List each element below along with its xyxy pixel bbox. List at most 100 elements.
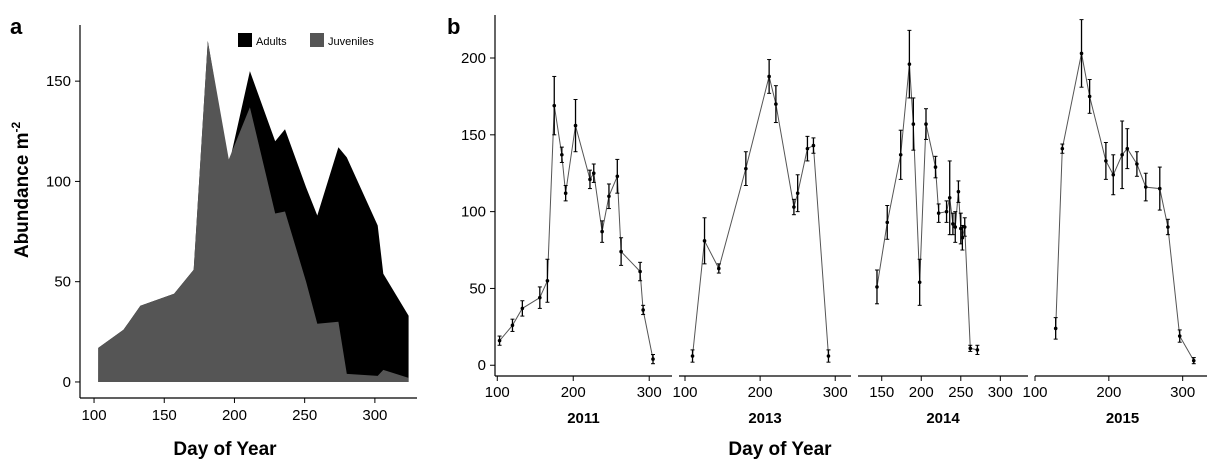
data-point xyxy=(956,189,961,194)
facet-x-tick-label: 100 xyxy=(1022,384,1047,401)
data-point xyxy=(497,338,502,343)
data-point xyxy=(958,226,963,231)
panel-a-x-tick-label: 250 xyxy=(292,407,317,424)
data-point xyxy=(1111,172,1116,177)
data-point xyxy=(885,220,890,225)
data-point xyxy=(953,225,958,229)
facet-label-2013: 2013 xyxy=(748,410,781,427)
panel-b-y-tick-label: 150 xyxy=(461,127,486,144)
data-point xyxy=(968,346,973,351)
panel-a-y-tick-label: 150 xyxy=(46,73,71,90)
data-point xyxy=(933,165,938,169)
panel-b-y-axis: 0 50 100 150 200 xyxy=(461,15,496,376)
data-point xyxy=(1104,159,1108,163)
panel-b-facets: 100 200 300 2011 100 200 300 2013 150 200 250 300 20… xyxy=(485,19,1207,427)
data-point xyxy=(1120,152,1124,157)
panel-a-axes: 0 50 100 150 100 150 200 250 300 xyxy=(46,25,417,424)
facet-label-2011: 2011 xyxy=(567,410,600,427)
data-point xyxy=(510,323,515,328)
facet-2011: 100 200 300 2011 xyxy=(485,75,672,427)
data-point xyxy=(1053,326,1058,331)
data-point xyxy=(898,152,903,157)
data-point xyxy=(538,295,542,300)
series-line-2011 xyxy=(499,105,654,360)
data-point xyxy=(792,205,796,209)
data-point xyxy=(805,146,810,151)
data-point xyxy=(615,174,620,179)
panel-a-x-tick-label: 300 xyxy=(362,407,387,424)
data-point xyxy=(1143,185,1148,189)
data-point xyxy=(811,143,816,148)
data-point xyxy=(975,348,980,352)
panel-b-y-tick-label: 50 xyxy=(469,280,486,297)
data-point xyxy=(944,209,949,214)
facet-label-2014: 2014 xyxy=(926,410,960,427)
panel-a-y-axis-label: Abundance m-2 xyxy=(9,122,33,259)
facet-x-tick-label: 300 xyxy=(988,384,1013,401)
panel-a-area-chart: 0 50 100 150 100 150 200 250 300 Adults Juveniles… xyxy=(9,25,417,460)
facet-x-tick-label: 250 xyxy=(948,384,973,401)
data-point xyxy=(1087,94,1092,99)
panel-b-x-axis-label: Day of Year xyxy=(728,439,832,460)
panel-a-y-tick-label: 50 xyxy=(54,274,71,291)
panel-a-x-axis-label: Day of Year xyxy=(173,439,277,460)
facet-x-tick-label: 150 xyxy=(869,384,894,401)
data-point xyxy=(1177,334,1182,338)
data-point xyxy=(619,249,623,254)
data-point xyxy=(960,235,965,240)
data-point xyxy=(1166,225,1170,229)
data-point xyxy=(826,354,831,358)
data-point xyxy=(1079,51,1084,56)
data-point xyxy=(907,62,912,66)
legend-label-juveniles: Juveniles xyxy=(328,36,374,48)
legend-swatch-adults xyxy=(238,33,252,47)
facet-x-tick-label: 200 xyxy=(1096,384,1121,401)
panel-a-x-tick-label: 150 xyxy=(152,407,177,424)
panel-a-x-tick-label: 100 xyxy=(82,407,107,424)
series-line-2014 xyxy=(876,64,978,351)
data-point xyxy=(545,278,550,283)
data-point xyxy=(690,354,695,358)
facet-x-tick-label: 200 xyxy=(909,384,934,401)
data-point xyxy=(947,196,952,200)
facet-label-2015: 2015 xyxy=(1106,410,1139,427)
data-point xyxy=(917,280,922,285)
data-point xyxy=(552,103,557,108)
data-point xyxy=(638,269,642,274)
data-point xyxy=(744,166,748,171)
facet-x-tick-label: 100 xyxy=(485,384,510,401)
panel-b-y-tick-label: 100 xyxy=(461,204,486,221)
data-point xyxy=(563,191,568,195)
data-point xyxy=(573,123,578,128)
data-point xyxy=(702,239,707,243)
data-point xyxy=(651,357,655,361)
series-line-2013 xyxy=(692,76,829,357)
legend-label-adults: Adults xyxy=(256,36,287,48)
data-point xyxy=(1135,162,1139,166)
panel-a-x-tick-label: 200 xyxy=(222,407,247,424)
data-point xyxy=(795,191,800,195)
data-point xyxy=(924,122,928,126)
facet-x-tick-label: 300 xyxy=(637,384,662,401)
data-point xyxy=(641,308,645,312)
data-point xyxy=(875,285,879,289)
panel-a-y-axis-label-text: Abundance m xyxy=(12,133,33,259)
legend-swatch-juveniles xyxy=(310,33,324,47)
area-juveniles xyxy=(98,41,409,382)
data-point xyxy=(962,225,967,229)
data-point xyxy=(607,194,611,199)
data-point xyxy=(591,171,596,176)
facet-2015: 100 200 300 2015 xyxy=(1022,19,1207,427)
data-point xyxy=(717,266,721,271)
panel-b-y-tick-label: 200 xyxy=(461,50,486,67)
data-point xyxy=(520,306,525,311)
data-point xyxy=(600,229,604,234)
facet-x-tick-label: 300 xyxy=(823,384,848,401)
panel-a-y-axis-label-superscript: -2 xyxy=(9,122,23,133)
data-point xyxy=(1191,358,1196,363)
data-point xyxy=(774,102,778,106)
facet-x-tick-label: 100 xyxy=(672,384,697,401)
facet-x-tick-label: 300 xyxy=(1170,384,1195,401)
